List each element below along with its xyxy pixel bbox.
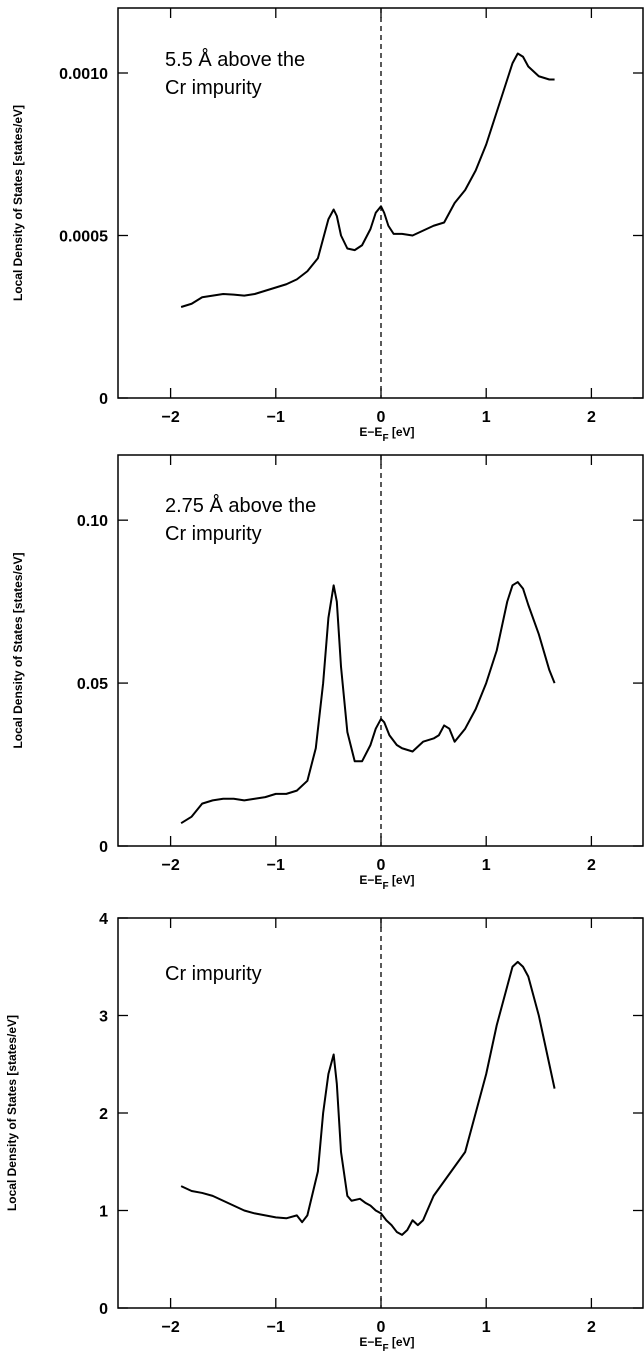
y-tick-label: 0.05 bbox=[77, 676, 108, 693]
panel-annotation: Cr impurity bbox=[165, 77, 262, 99]
ldos-series-line bbox=[180, 581, 556, 825]
x-tick-label: 1 bbox=[482, 1319, 491, 1336]
x-axis-title: E−EF [eV] bbox=[359, 425, 414, 444]
chart-panel-3: −2 −1 0 1 2 0 1 2 3 4 E−EF [eV] Local Density of St… bbox=[5, 911, 644, 1354]
y-axis-title: Local Density of States [states/eV] bbox=[11, 105, 25, 301]
x-tick-label: 2 bbox=[587, 857, 596, 874]
ldos-series-line bbox=[180, 960, 556, 1236]
x-axis-title: E−EF [eV] bbox=[359, 1335, 414, 1354]
x-tick-label: −2 bbox=[161, 409, 179, 426]
x-tick-label: −1 bbox=[267, 857, 285, 874]
y-tick-label: 4 bbox=[99, 911, 108, 928]
x-tick-label: −1 bbox=[267, 409, 285, 426]
x-tick-label: 1 bbox=[482, 409, 491, 426]
y-axis-title: Local Density of States [states/eV] bbox=[5, 1015, 19, 1211]
x-axis-title: E−EF [eV] bbox=[359, 873, 414, 892]
x-tick-label: 1 bbox=[482, 857, 491, 874]
y-tick-label: 2 bbox=[99, 1106, 108, 1123]
x-tick-label: −2 bbox=[161, 857, 179, 874]
y-tick-label: 1 bbox=[99, 1204, 108, 1221]
x-tick-label: 2 bbox=[587, 1319, 596, 1336]
y-tick-label: 0.10 bbox=[77, 513, 108, 530]
y-tick-label: 0 bbox=[99, 1301, 108, 1318]
x-tick-label: 0 bbox=[377, 857, 386, 874]
ldos-series-line bbox=[180, 52, 555, 308]
chart-panel-2: −2 −1 0 1 2 0 0.05 0.10 E−EF [eV] Local Density o… bbox=[11, 454, 644, 892]
panel-annotation: Cr impurity bbox=[165, 523, 262, 545]
y-axis-title: Local Density of States [states/eV] bbox=[11, 552, 25, 748]
x-tick-label: 2 bbox=[587, 409, 596, 426]
x-tick-label: −2 bbox=[161, 1319, 179, 1336]
panel-annotation: Cr impurity bbox=[165, 963, 262, 985]
y-tick-label: 0 bbox=[99, 391, 108, 408]
x-tick-label: 0 bbox=[377, 409, 386, 426]
y-tick-label: 0.0010 bbox=[59, 66, 108, 83]
panel-annotation: 5.5 Å above the bbox=[165, 48, 305, 71]
panel-annotation: 2.75 Å above the bbox=[165, 494, 316, 517]
x-tick-label: 0 bbox=[377, 1319, 386, 1336]
chart-panel-1: −2 −1 0 1 2 0 0.0005 0.0010 E−EF [eV] Local Densi… bbox=[11, 7, 644, 444]
x-tick-label: −1 bbox=[267, 1319, 285, 1336]
y-tick-label: 0.0005 bbox=[59, 229, 108, 246]
y-tick-label: 3 bbox=[99, 1009, 108, 1026]
y-tick-label: 0 bbox=[99, 839, 108, 856]
